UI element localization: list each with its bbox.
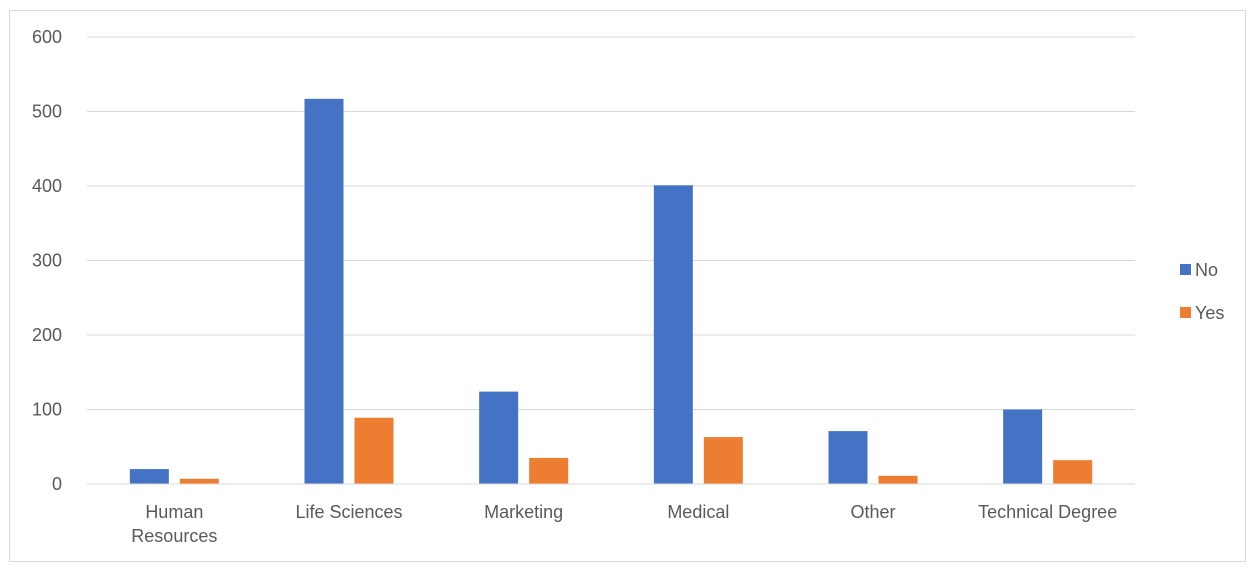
legend: No Yes: [1180, 260, 1224, 323]
bar-yes-0: [179, 478, 219, 484]
x-tick-label-line: Resources: [131, 526, 217, 546]
bar-yes-3: [703, 437, 743, 484]
bar-no-3: [653, 185, 693, 484]
y-tick-label: 400: [32, 176, 62, 196]
y-axis-tick-labels: 0 100 200 300 400 500 600: [32, 27, 62, 494]
bar-no-5: [1003, 409, 1043, 484]
legend-swatch-yes: [1180, 307, 1191, 318]
y-tick-label: 100: [32, 400, 62, 420]
legend-swatch-no: [1180, 264, 1191, 275]
x-axis-category-labels: Human Resources Life Sciences Marketing Medi…: [131, 502, 1117, 546]
x-tick-label: Life Sciences: [295, 502, 402, 522]
y-tick-label: 500: [32, 102, 62, 122]
gridlines: [87, 36, 1135, 410]
x-tick-label: Human Resources: [131, 502, 217, 546]
bar-no-0: [129, 469, 169, 484]
x-tick-label-line: Other: [850, 502, 895, 522]
y-tick-label: 200: [32, 325, 62, 345]
y-tick-label: 600: [32, 27, 62, 47]
x-tick-label-line: Life Sciences: [295, 502, 402, 522]
y-tick-label: 300: [32, 251, 62, 271]
x-tick-label-line: Medical: [667, 502, 729, 522]
legend-label-yes: Yes: [1195, 303, 1224, 323]
y-tick-label: 0: [52, 474, 62, 494]
x-tick-label-line: Marketing: [484, 502, 563, 522]
legend-label-no: No: [1195, 260, 1218, 280]
x-tick-label: Medical: [667, 502, 729, 522]
bar-no-1: [304, 98, 344, 485]
bar-no-2: [479, 391, 519, 484]
bar-yes-4: [878, 475, 918, 484]
x-tick-label: Marketing: [484, 502, 563, 522]
x-tick-label: Technical Degree: [978, 502, 1117, 522]
bar-yes-5: [1053, 460, 1093, 484]
bar-yes-1: [354, 417, 394, 484]
x-tick-label: Other: [850, 502, 895, 522]
x-tick-label-line: Technical Degree: [978, 502, 1117, 522]
bar-no-4: [828, 431, 868, 484]
x-tick-label-line: Human: [145, 502, 203, 522]
bar-yes-2: [529, 457, 569, 484]
bars: [129, 98, 1093, 485]
